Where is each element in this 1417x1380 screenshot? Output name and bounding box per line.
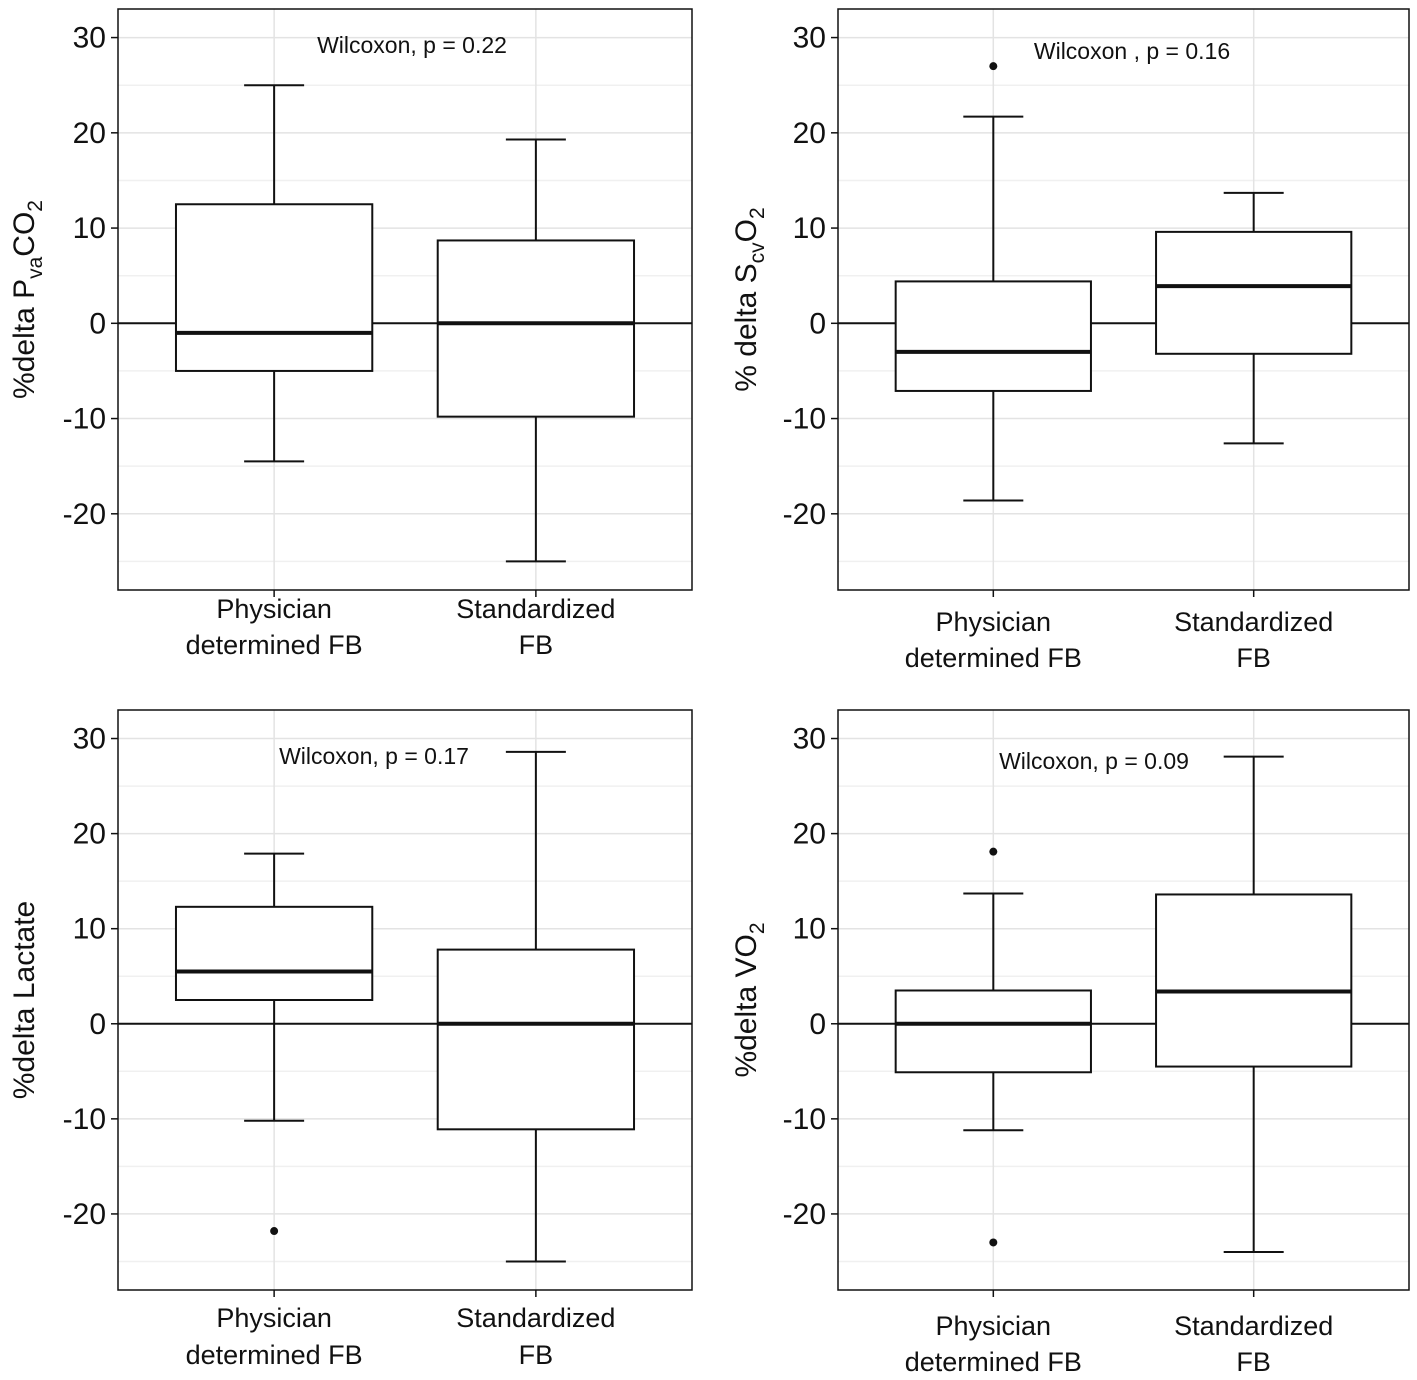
y-tick-label: 30 [73, 723, 106, 756]
y-tick-label: -10 [783, 403, 826, 436]
y-tick-label: 10 [793, 913, 826, 946]
x-category-label-line2: determined FB [186, 1340, 363, 1370]
y-tick-label: 0 [809, 1008, 826, 1041]
wilcoxon-annotation: Wilcoxon, p = 0.22 [317, 32, 507, 58]
box-2 [1155, 755, 1353, 1253]
y-tick-label: 20 [73, 117, 106, 150]
outlier-point [270, 1227, 279, 1236]
y-tick-label: -10 [783, 1103, 826, 1136]
y-tick-label: 30 [793, 723, 826, 756]
x-category-label-line2: FB [519, 630, 554, 660]
outlier-point [989, 847, 998, 856]
y-tick-label: -20 [63, 498, 106, 531]
panel-1: -20 -10 0 10 20 30 Physician determined FB Stand… [8, 8, 693, 660]
box-body [174, 905, 374, 1002]
panel-2: -20 -10 0 10 20 30 Physician determined FB Stand… [730, 8, 1410, 673]
x-category-label-line2: FB [1236, 1347, 1271, 1377]
outlier-point [989, 1238, 998, 1247]
y-tick-label: 0 [89, 307, 106, 340]
box-body [436, 239, 636, 418]
y-tick-label: 20 [793, 117, 826, 150]
panel-border [117, 8, 693, 591]
y-tick-label: 30 [73, 22, 106, 55]
box-1 [174, 852, 374, 1236]
y-axis-label-subscript: 2 [746, 922, 769, 934]
x-category-label-line1: Physician [216, 1303, 332, 1333]
x-category-label-line2: determined FB [186, 630, 363, 660]
y-tick-label: -10 [63, 1103, 106, 1136]
y-tick-label: -20 [63, 1198, 106, 1231]
panel-3: -20 -10 0 10 20 30 Physician determined FB Stand… [8, 709, 693, 1370]
y-axis-label: %delta PvaCO2 [8, 200, 47, 399]
box-body [894, 280, 1092, 392]
x-category-label-line2: determined FB [905, 643, 1082, 673]
y-axis-label: %delta VO2 [730, 922, 769, 1077]
panel-4: -20 -10 0 10 20 30 Physician determined FB Stand… [730, 709, 1410, 1377]
box-body [894, 989, 1092, 1074]
box-body [1155, 230, 1353, 355]
panel-border [837, 709, 1410, 1291]
y-tick-label: 0 [809, 307, 826, 340]
x-category-label-line2: FB [1236, 643, 1271, 673]
y-tick-label: 30 [793, 22, 826, 55]
wilcoxon-annotation: Wilcoxon, p = 0.17 [279, 743, 469, 769]
y-axis-label-subscript: 2 [24, 200, 47, 212]
x-category-label-line1: Standardized [1174, 1311, 1333, 1341]
x-category-label-line1: Standardized [456, 594, 615, 624]
y-tick-label: 10 [793, 212, 826, 245]
box-2 [436, 750, 636, 1263]
x-category-label-line1: Physician [936, 607, 1052, 637]
box-1 [894, 847, 1092, 1247]
y-axis-label: % delta ScvO2 [730, 207, 769, 391]
y-tick-label: -20 [783, 1198, 826, 1231]
y-axis-label-subscript: 2 [746, 207, 769, 219]
x-category-label-line2: determined FB [905, 1347, 1082, 1377]
y-tick-label: 10 [73, 212, 106, 245]
wilcoxon-annotation: Wilcoxon , p = 0.16 [1034, 38, 1230, 64]
x-category-label-line1: Standardized [1174, 607, 1333, 637]
box-2 [1155, 191, 1353, 445]
y-axis-label-subscript: cv [746, 242, 769, 264]
y-axis-label: %delta Lactate [8, 901, 41, 1099]
x-category-label-line1: Physician [936, 1311, 1052, 1341]
box-body [174, 203, 374, 372]
panel-border [117, 709, 693, 1291]
box-1 [174, 84, 374, 463]
box-body [1155, 893, 1353, 1068]
y-axis-label-text: O [730, 219, 763, 242]
y-tick-label: -10 [63, 403, 106, 436]
y-axis-label-subscript: va [24, 256, 47, 279]
y-tick-label: 0 [89, 1008, 106, 1041]
x-category-label-line1: Physician [216, 594, 332, 624]
box-2 [436, 138, 636, 563]
box-body [436, 948, 636, 1131]
panel-border [837, 8, 1410, 591]
wilcoxon-annotation: Wilcoxon, p = 0.09 [999, 748, 1189, 774]
y-axis-label-text: %delta VO [730, 934, 763, 1077]
y-axis-label-text: %delta P [8, 279, 41, 399]
y-tick-label: 10 [73, 913, 106, 946]
x-category-label-line1: Standardized [456, 1303, 615, 1333]
y-tick-label: 20 [73, 818, 106, 851]
y-axis-label-text: % delta S [730, 263, 763, 391]
box-1 [894, 62, 1092, 502]
y-axis-label-text: %delta Lactate [8, 901, 41, 1099]
x-category-label-line2: FB [519, 1340, 554, 1370]
y-axis-label-text: CO [8, 212, 41, 257]
y-tick-label: -20 [783, 498, 826, 531]
y-tick-label: 20 [793, 818, 826, 851]
outlier-point [989, 62, 998, 71]
